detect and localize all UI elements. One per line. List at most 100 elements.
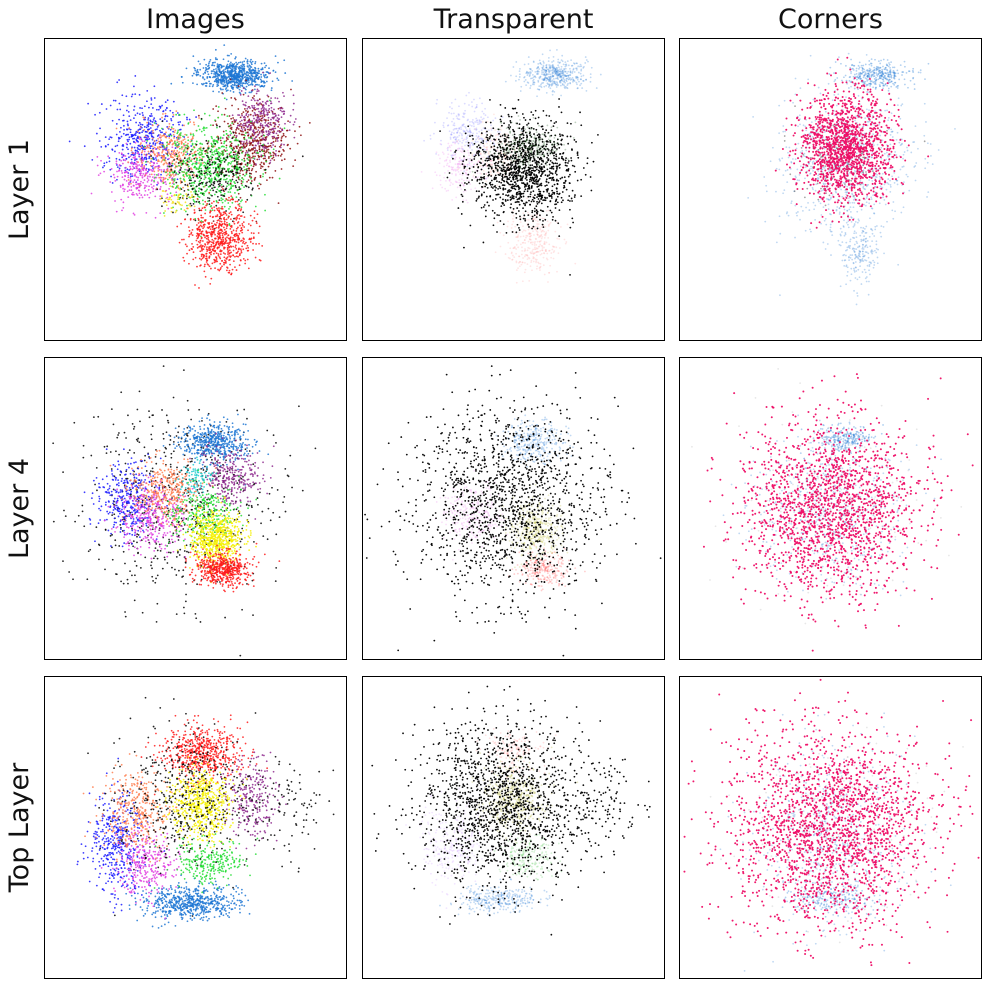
scatter-point — [237, 114, 239, 116]
scatter-point — [223, 74, 226, 76]
scatter-point — [202, 221, 205, 223]
scatter-point — [429, 138, 432, 140]
scatter-point — [552, 64, 554, 67]
scatter-point — [264, 139, 267, 142]
scatter-point — [229, 191, 232, 194]
scatter-point — [467, 118, 469, 121]
scatter-point — [569, 82, 572, 84]
scatter-point — [228, 269, 231, 272]
scatter-point — [524, 79, 527, 81]
scatter-point — [244, 155, 246, 157]
scatter-point — [264, 193, 266, 196]
scatter-point — [154, 176, 156, 179]
scatter-point — [190, 168, 193, 171]
scatter-point — [243, 160, 246, 163]
scatter-point — [266, 100, 269, 102]
scatter-point — [207, 147, 210, 149]
scatter-point — [450, 133, 453, 136]
scatter-point — [204, 219, 207, 221]
scatter-point — [167, 127, 169, 130]
scatter-point — [150, 157, 152, 160]
scatter-point — [212, 181, 215, 184]
scatter-point — [122, 158, 125, 161]
scatter-point — [257, 103, 260, 106]
scatter-point — [247, 229, 249, 232]
scatter-point — [211, 209, 214, 212]
scatter-point — [565, 80, 568, 83]
scatter-point — [551, 66, 554, 69]
scatter-point — [155, 174, 158, 176]
scatter-point — [203, 164, 206, 167]
scatter-point — [151, 135, 154, 138]
scatter-point — [548, 83, 551, 86]
scatter-point — [254, 138, 256, 140]
scatter-point — [163, 155, 166, 157]
scatter-point — [190, 145, 193, 147]
scatter-point — [270, 118, 272, 121]
scatter-point — [233, 157, 236, 160]
scatter-point — [541, 78, 544, 81]
scatter-point — [222, 185, 225, 188]
scatter-point — [162, 178, 165, 181]
scatter-point — [482, 127, 485, 130]
scatter-point — [182, 139, 185, 142]
scatter-point — [203, 82, 205, 85]
scatter-point — [146, 100, 148, 103]
scatter-point — [109, 104, 112, 107]
scatter-point — [166, 141, 168, 144]
scatter-point — [221, 265, 223, 268]
scatter-point — [234, 65, 237, 68]
cluster-0 — [504, 49, 602, 98]
scatter-point — [210, 230, 213, 233]
scatter-point — [475, 141, 477, 144]
scatter-point — [220, 242, 223, 245]
scatter-point — [178, 123, 180, 126]
scatter-point — [551, 69, 554, 72]
scatter-point — [458, 126, 461, 129]
scatter-point — [239, 259, 242, 262]
scatter-point — [164, 177, 167, 180]
scatter-point — [231, 185, 234, 188]
scatter-point — [484, 107, 486, 110]
scatter-point — [460, 133, 463, 135]
scatter-point — [251, 168, 254, 170]
scatter-point — [267, 165, 270, 168]
scatter-point — [198, 287, 200, 289]
scatter-point — [188, 249, 191, 252]
scatter-point — [166, 115, 169, 118]
scatter-point — [132, 134, 134, 137]
scatter-point — [549, 78, 551, 81]
scatter-point — [458, 147, 461, 150]
scatter-point — [532, 76, 535, 79]
scatter-point — [238, 140, 241, 143]
scatter-point — [291, 80, 294, 82]
scatter-point — [208, 60, 211, 63]
scatter-point — [125, 109, 128, 112]
scatter-point — [251, 75, 254, 78]
scatter-point — [212, 245, 215, 248]
scatter-point — [466, 137, 469, 140]
scatter-point — [116, 108, 119, 111]
scatter-point — [263, 107, 266, 110]
scatter-point — [132, 165, 134, 168]
scatter-point — [213, 64, 216, 67]
scatter-point — [165, 174, 168, 177]
scatter-point — [545, 70, 548, 72]
scatter-point — [208, 164, 211, 167]
scatter-point — [210, 233, 212, 235]
scatter-point — [552, 82, 555, 85]
scatter-point — [139, 174, 142, 177]
scatter-point — [141, 165, 143, 168]
scatter-point — [547, 80, 550, 83]
scatter-point — [208, 114, 211, 117]
scatter-point — [156, 152, 159, 154]
scatter-point — [150, 150, 153, 152]
cluster-2 — [90, 136, 192, 219]
scatter-point — [243, 65, 246, 68]
scatter-point — [561, 72, 564, 75]
scatter-point — [267, 109, 270, 112]
scatter-point — [238, 264, 241, 267]
scatter-point — [252, 157, 255, 160]
scatter-point — [150, 115, 153, 117]
scatter-point — [117, 136, 120, 139]
